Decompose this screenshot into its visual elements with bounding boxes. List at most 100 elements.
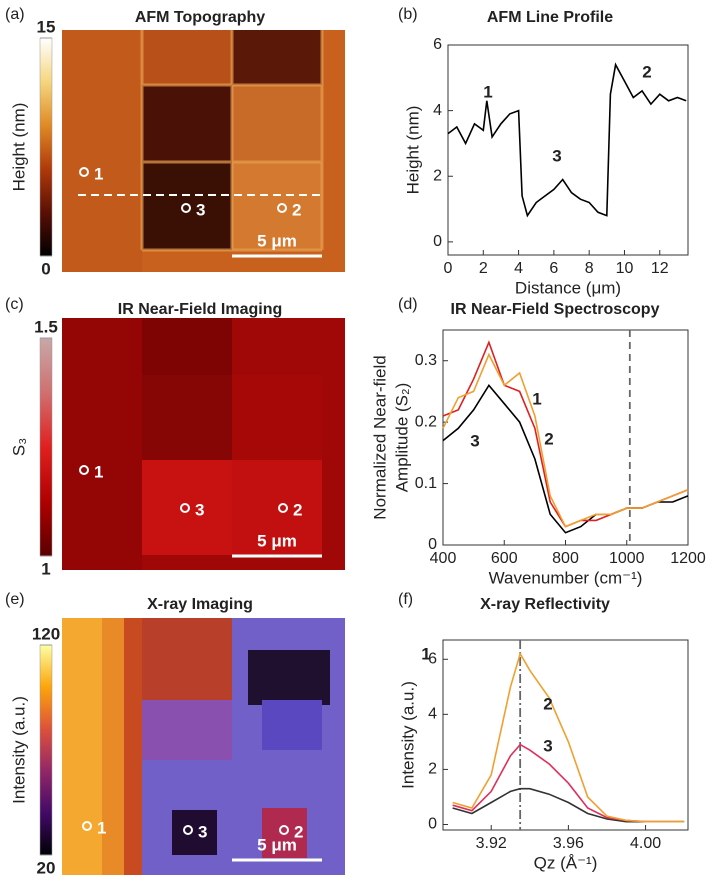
image-region [142, 700, 232, 760]
colorbar-tick-label: 1 [41, 559, 50, 578]
image-region [142, 460, 232, 555]
point-label: 2 [293, 500, 302, 519]
x-tick-label: 2 [479, 260, 488, 277]
colorbar [39, 644, 53, 856]
colorbar-tick-label: 0 [41, 259, 50, 278]
image-region [62, 618, 102, 875]
image-edge [140, 30, 324, 252]
chart-title: AFM Topography [135, 9, 265, 26]
y-axis-label: Height (nm) [403, 106, 422, 195]
x-axis-label: Qz (Å⁻¹) [534, 853, 598, 872]
colorbar [39, 37, 53, 257]
image-region [142, 85, 232, 162]
colorbar-label: S₃ [9, 438, 28, 456]
panel-label: (f) [398, 591, 413, 608]
y-tick-label: 6 [433, 36, 442, 53]
series-line [447, 62, 687, 218]
point-label: 1 [97, 818, 106, 837]
chart-title: IR Near-Field Imaging [118, 301, 282, 318]
panel-label: (c) [5, 296, 24, 313]
x-tick-label: 12 [651, 260, 669, 277]
x-axis-label: Distance (μm) [515, 278, 621, 297]
x-tick-label: 1000 [609, 550, 645, 567]
plot-frame [447, 44, 689, 256]
x-tick-label: 6 [549, 260, 558, 277]
series-label: 2 [543, 694, 552, 713]
y-tick-label: 2 [433, 167, 442, 184]
image-region [142, 375, 232, 460]
scale-bar-label: 5 μm [257, 231, 297, 250]
point-label: 3 [195, 500, 204, 519]
annotation: 2 [642, 62, 651, 81]
y-tick-label: 0 [428, 536, 437, 553]
panel-label: (a) [5, 6, 25, 23]
series-line [442, 340, 689, 528]
annotation: 1 [483, 82, 492, 101]
image-region [102, 618, 124, 875]
image-region [142, 30, 232, 85]
point-marker [277, 203, 287, 213]
image-region [62, 30, 142, 272]
point-marker [279, 825, 289, 835]
point-label: 1 [94, 164, 103, 183]
image-region [232, 85, 322, 162]
x-tick-label: 0 [444, 260, 453, 277]
point-label: 1 [94, 462, 103, 481]
x-tick-label: 3.96 [553, 835, 584, 852]
y-tick-label: 0.2 [415, 413, 437, 430]
annotation: 3 [552, 146, 561, 165]
chart-title: AFM Line Profile [487, 9, 613, 26]
series-line [452, 787, 685, 823]
series-line [452, 651, 685, 823]
scale-bar-label: 5 μm [257, 835, 297, 854]
colorbar [39, 337, 53, 557]
panel-label: (b) [398, 6, 418, 23]
point-marker [181, 203, 191, 213]
point-marker [79, 167, 89, 177]
y-tick-label: 2 [428, 761, 437, 778]
point-marker [82, 821, 92, 831]
colorbar-label: Intensity (a.u.) [9, 696, 28, 804]
colorbar-tick-label: 20 [37, 858, 56, 877]
image-region [232, 162, 322, 250]
series-label: 1 [421, 644, 430, 663]
chart-title: X-ray Imaging [147, 596, 253, 613]
series-label: 1 [532, 389, 541, 408]
series-label: 3 [470, 431, 479, 450]
plot-frame [442, 639, 689, 831]
series-line [452, 743, 685, 823]
image-region [232, 30, 322, 85]
y-tick-label: 6 [428, 650, 437, 667]
x-tick-label: 1200 [670, 550, 706, 567]
scale-bar-label: 5 μm [257, 531, 297, 550]
image-region [142, 618, 232, 700]
image-region [142, 318, 232, 375]
point-marker [79, 465, 89, 475]
x-tick-label: 800 [552, 550, 579, 567]
series-label: 2 [544, 429, 553, 448]
image-region [124, 618, 142, 875]
colorbar-tick-label: 1.5 [34, 317, 58, 336]
x-tick-label: 3.92 [476, 835, 507, 852]
x-tick-label: 400 [430, 550, 457, 567]
x-tick-label: 600 [491, 550, 518, 567]
image-region [232, 460, 322, 555]
series-label: 3 [543, 736, 552, 755]
y-tick-label: 0.3 [415, 352, 437, 369]
y-tick-label: 4 [433, 102, 442, 119]
point-label: 3 [196, 200, 205, 219]
x-tick-label: 8 [585, 260, 594, 277]
y-tick-label: 0.1 [415, 475, 437, 492]
image-region [232, 375, 322, 460]
image-region [248, 650, 330, 705]
series-line [442, 352, 689, 528]
point-marker [183, 825, 193, 835]
x-tick-label: 4 [514, 260, 523, 277]
y-tick-label: 4 [428, 706, 437, 723]
point-marker [278, 503, 288, 513]
point-label: 3 [198, 822, 207, 841]
colorbar-tick-label: 15 [37, 17, 56, 36]
x-tick-label: 10 [616, 260, 634, 277]
point-label: 2 [294, 822, 303, 841]
colorbar-tick-label: 120 [32, 624, 60, 643]
